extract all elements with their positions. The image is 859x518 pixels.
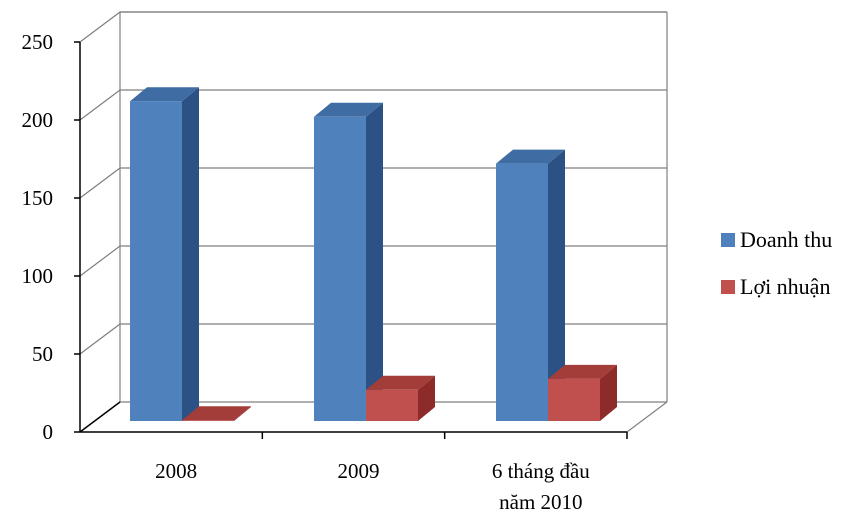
y-tick-label: 100 [22, 264, 54, 288]
y-tick-label: 150 [22, 186, 54, 210]
x-axis-labels: 2008 2009 6 tháng đầu năm 2010 [155, 459, 590, 514]
gridline-side [79, 167, 121, 199]
bar-top [548, 364, 617, 379]
bar-side [548, 149, 565, 421]
y-axis-ticks: 0 50 100 150 200 250 [22, 30, 80, 444]
bar-front [496, 163, 548, 421]
bar-front [182, 420, 234, 421]
legend: Doanh thu Lợi nhuận [721, 227, 832, 299]
bar-side [600, 364, 617, 421]
floor-left-edge [79, 401, 121, 433]
bar-doanh-thu [496, 149, 565, 421]
legend-label: Lợi nhuận [740, 274, 830, 299]
bar-top [366, 375, 435, 390]
bar-front [314, 116, 366, 422]
y-tick-label: 200 [22, 108, 54, 132]
floor-right-edge [626, 401, 668, 433]
bar-side [366, 102, 383, 422]
gridline-side [79, 11, 121, 43]
gridline-side [79, 89, 121, 121]
x-category-label: 2009 [338, 459, 380, 483]
x-category-label: 2008 [155, 459, 197, 483]
bar-top [314, 102, 383, 117]
bar-doanh-thu [130, 87, 199, 421]
y-tick-label: 0 [43, 420, 54, 444]
bar-side [418, 375, 435, 421]
legend-label: Doanh thu [740, 227, 832, 252]
gridline-side [79, 323, 121, 355]
bars [130, 87, 617, 422]
bar-front [130, 101, 182, 421]
x-category-label: năm 2010 [499, 490, 582, 514]
x-category-label: 6 tháng đầu [492, 459, 590, 483]
bar-front [548, 378, 600, 421]
bar-loi-nhuan [548, 364, 617, 421]
bar-front [366, 389, 418, 421]
legend-swatch [721, 233, 735, 247]
bar-top [182, 406, 251, 421]
axes [79, 42, 628, 439]
gridline-side [79, 245, 121, 277]
bar-top [130, 87, 199, 102]
y-tick-label: 250 [22, 30, 54, 54]
bar-loi-nhuan [182, 406, 251, 421]
bar-doanh-thu [314, 102, 383, 422]
bar-side [234, 406, 251, 421]
y-tick-label: 50 [32, 342, 53, 366]
legend-swatch [721, 280, 735, 294]
bar-top [496, 149, 565, 164]
bar-side [182, 87, 199, 421]
bar-loi-nhuan [366, 375, 435, 421]
